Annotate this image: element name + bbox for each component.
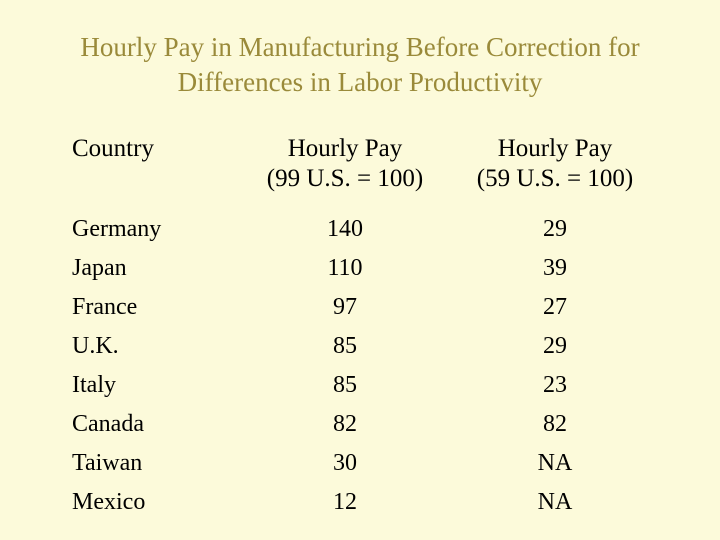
table-row: U.K. 85 29 (60, 327, 660, 366)
cell-pay99: 30 (240, 444, 450, 483)
slide-title: Hourly Pay in Manufacturing Before Corre… (40, 30, 680, 100)
col-header-pay99: Hourly Pay (99 U.S. = 100) (240, 130, 450, 210)
cell-country: U.K. (60, 327, 240, 366)
cell-pay99: 140 (240, 210, 450, 249)
cell-country: Canada (60, 405, 240, 444)
cell-pay99: 12 (240, 483, 450, 522)
table-row: Germany 140 29 (60, 210, 660, 249)
cell-country: Mexico (60, 483, 240, 522)
header-text-line1: Hourly Pay (498, 135, 613, 162)
table-row: Taiwan 30 NA (60, 444, 660, 483)
table-row: Japan 110 39 (60, 249, 660, 288)
table-row: Mexico 12 NA (60, 483, 660, 522)
cell-pay99: 82 (240, 405, 450, 444)
cell-pay59: 23 (450, 366, 660, 405)
table-row: Italy 85 23 (60, 366, 660, 405)
header-text-line2: (59 U.S. = 100) (477, 165, 633, 192)
col-header-pay59: Hourly Pay (59 U.S. = 100) (450, 130, 660, 210)
table-container: Country Hourly Pay (99 U.S. = 100) Hourl… (40, 130, 680, 522)
pay-table: Country Hourly Pay (99 U.S. = 100) Hourl… (60, 130, 660, 522)
cell-pay99: 85 (240, 327, 450, 366)
cell-pay99: 97 (240, 288, 450, 327)
cell-pay99: 85 (240, 366, 450, 405)
cell-country: Japan (60, 249, 240, 288)
cell-pay59: 27 (450, 288, 660, 327)
cell-pay59: 39 (450, 249, 660, 288)
table-row: Canada 82 82 (60, 405, 660, 444)
table-header-row: Country Hourly Pay (99 U.S. = 100) Hourl… (60, 130, 660, 210)
header-text: Country (72, 135, 154, 162)
header-text-line2: (99 U.S. = 100) (267, 165, 423, 192)
cell-country: Italy (60, 366, 240, 405)
cell-country: Taiwan (60, 444, 240, 483)
table-body: Germany 140 29 Japan 110 39 France 97 27… (60, 210, 660, 522)
cell-pay59: NA (450, 444, 660, 483)
col-header-country: Country (60, 130, 240, 210)
cell-country: France (60, 288, 240, 327)
cell-pay59: 29 (450, 210, 660, 249)
table-row: France 97 27 (60, 288, 660, 327)
cell-pay99: 110 (240, 249, 450, 288)
cell-pay59: 29 (450, 327, 660, 366)
header-text-line1: Hourly Pay (288, 135, 403, 162)
cell-pay59: NA (450, 483, 660, 522)
cell-pay59: 82 (450, 405, 660, 444)
cell-country: Germany (60, 210, 240, 249)
